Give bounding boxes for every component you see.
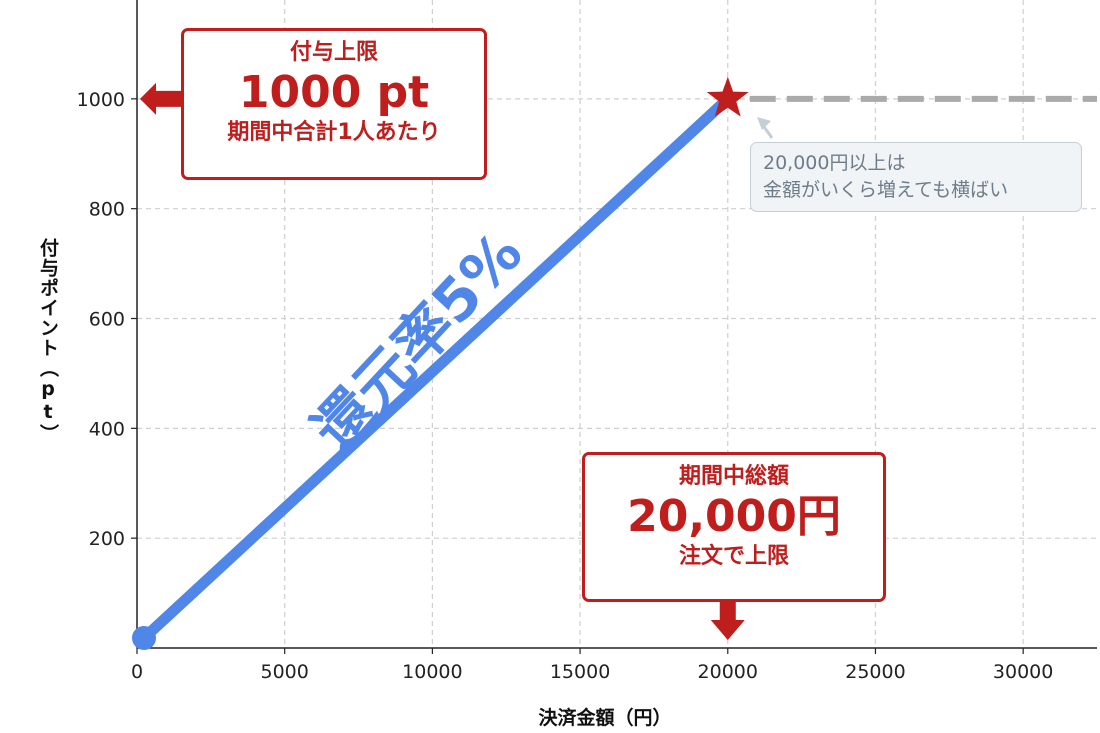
y-tick-label: 1000 xyxy=(77,89,125,111)
axes xyxy=(131,0,1097,654)
plateau-note-line1: 20,000円以上は xyxy=(763,152,906,174)
cap-callout-title: 付与上限 xyxy=(289,40,378,65)
tick-labels: 0 5000 10000 15000 20000 25000 30000 200 400 600 8… xyxy=(77,89,1054,683)
y-tick-label: 200 xyxy=(89,528,125,550)
total-callout: 期間中総額 20,000円 注文で上限 xyxy=(582,452,886,602)
circle-marker-icon xyxy=(132,626,156,650)
x-tick-label: 5000 xyxy=(261,661,309,683)
y-tick-label: 600 xyxy=(89,309,125,331)
down-arrow-icon xyxy=(710,602,745,640)
x-axis-label: 決済金額（円） xyxy=(538,706,671,729)
star-marker-icon xyxy=(706,76,749,117)
x-tick-label: 15000 xyxy=(550,661,610,683)
y-tick-label: 400 xyxy=(89,418,125,440)
rate-line xyxy=(138,93,734,644)
note-pointer-arrow-icon xyxy=(757,117,771,130)
x-tick-label: 30000 xyxy=(993,661,1053,683)
cap-callout-value: 1000 pt xyxy=(238,67,430,118)
x-tick-label: 20000 xyxy=(698,661,758,683)
plateau-note-line2: 金額がいくら増えても横ばい xyxy=(763,179,1009,201)
cap-callout: 付与上限 1000 pt 期間中合計1人あたり xyxy=(181,28,487,180)
total-callout-note: 注文で上限 xyxy=(678,544,789,569)
y-tick-label: 800 xyxy=(89,199,125,221)
total-callout-value: 20,000円 xyxy=(627,491,841,542)
x-tick-label: 0 xyxy=(131,661,143,683)
x-tick-label: 25000 xyxy=(845,661,905,683)
x-tick-label: 10000 xyxy=(402,661,462,683)
arrows xyxy=(140,82,774,640)
series xyxy=(138,93,1097,644)
total-callout-title: 期間中総額 xyxy=(678,464,789,489)
plateau-note: 20,000円以上は 金額がいくら増えても横ばい xyxy=(750,142,1082,212)
left-arrow-icon xyxy=(140,82,181,115)
y-axis-label: 付与ポイント（pt） xyxy=(37,238,59,444)
cap-callout-note: 期間中合計1人あたり xyxy=(227,120,441,145)
markers xyxy=(132,76,749,650)
